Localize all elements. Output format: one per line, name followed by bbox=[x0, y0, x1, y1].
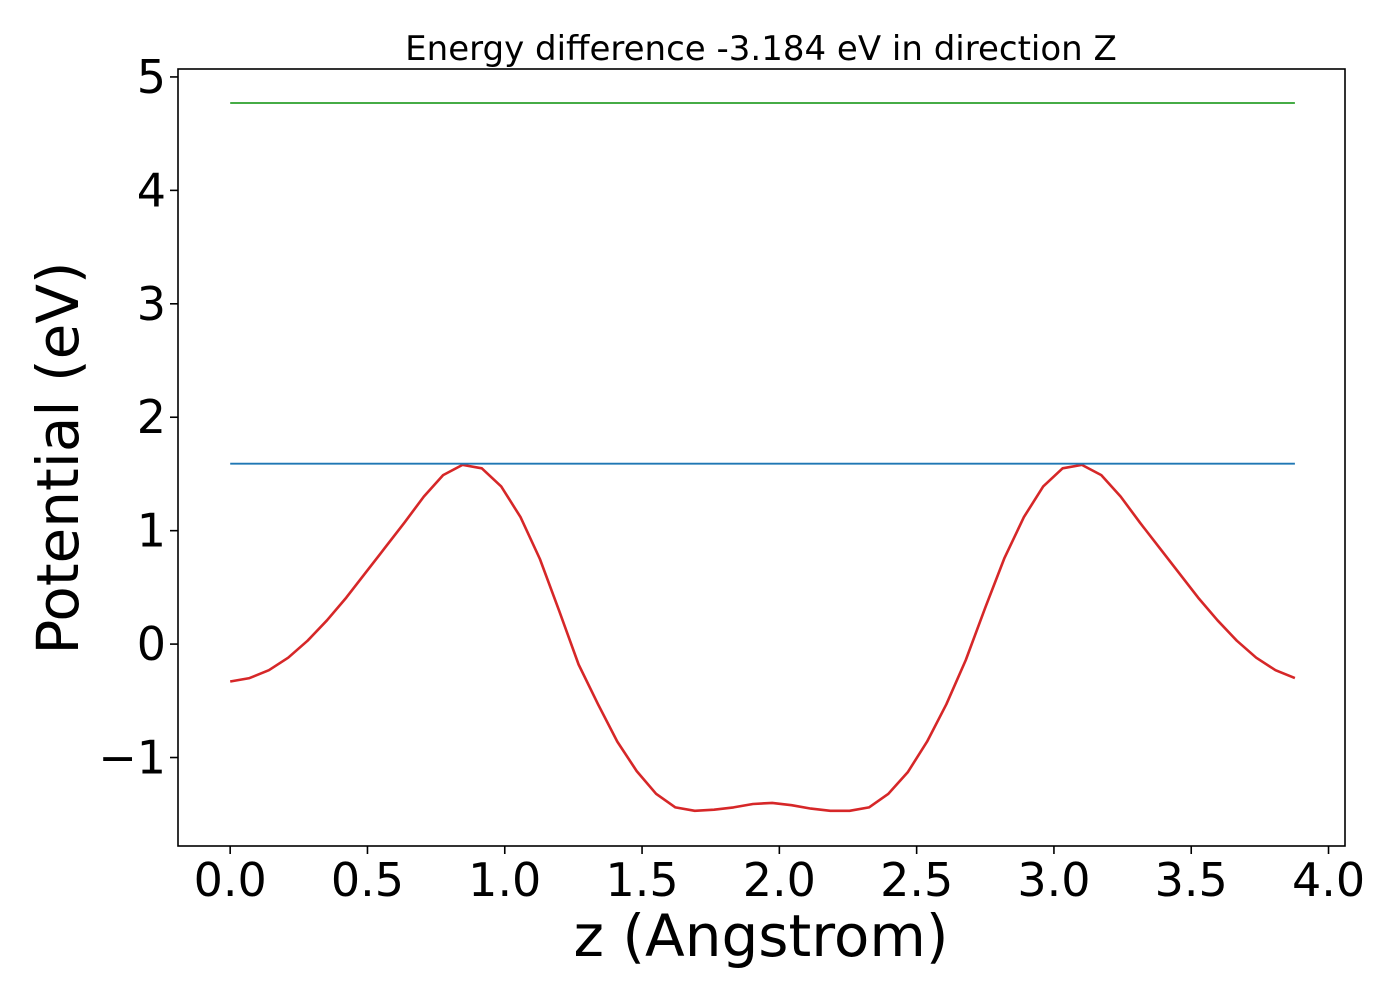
y-tick-label: 0 bbox=[137, 617, 166, 671]
y-tick-label: −1 bbox=[98, 731, 166, 785]
x-tick-label: 1.5 bbox=[605, 853, 678, 907]
x-tick-label: 3.0 bbox=[1017, 853, 1090, 907]
y-axis: −1 0 1 2 3 4 5 bbox=[98, 50, 178, 785]
x-tick-label: 2.5 bbox=[880, 853, 953, 907]
x-tick-label: 0.5 bbox=[331, 853, 404, 907]
chart-title: Energy difference -3.184 eV in direction… bbox=[405, 29, 1117, 69]
y-tick-label: 2 bbox=[137, 390, 166, 444]
x-tick-label: 1.0 bbox=[468, 853, 541, 907]
y-tick-label: 1 bbox=[137, 504, 166, 558]
y-tick-label: 3 bbox=[137, 277, 166, 331]
y-tick-label: 4 bbox=[137, 163, 166, 217]
x-tick-label: 2.0 bbox=[743, 853, 816, 907]
x-tick-label: 0.0 bbox=[194, 853, 267, 907]
x-tick-label: 3.5 bbox=[1155, 853, 1228, 907]
y-tick-label: 5 bbox=[137, 50, 166, 104]
x-axis: 0.0 0.5 1.0 1.5 2.0 2.5 3.0 3.5 4.0 bbox=[194, 846, 1365, 907]
plot-area bbox=[229, 102, 1296, 813]
x-tick-label: 4.0 bbox=[1292, 853, 1365, 907]
series-line-0 bbox=[229, 463, 1296, 813]
plot-frame bbox=[177, 68, 1346, 847]
y-axis-label: Potential (eV) bbox=[24, 261, 92, 654]
x-axis-label: z (Angstrom) bbox=[574, 902, 949, 970]
